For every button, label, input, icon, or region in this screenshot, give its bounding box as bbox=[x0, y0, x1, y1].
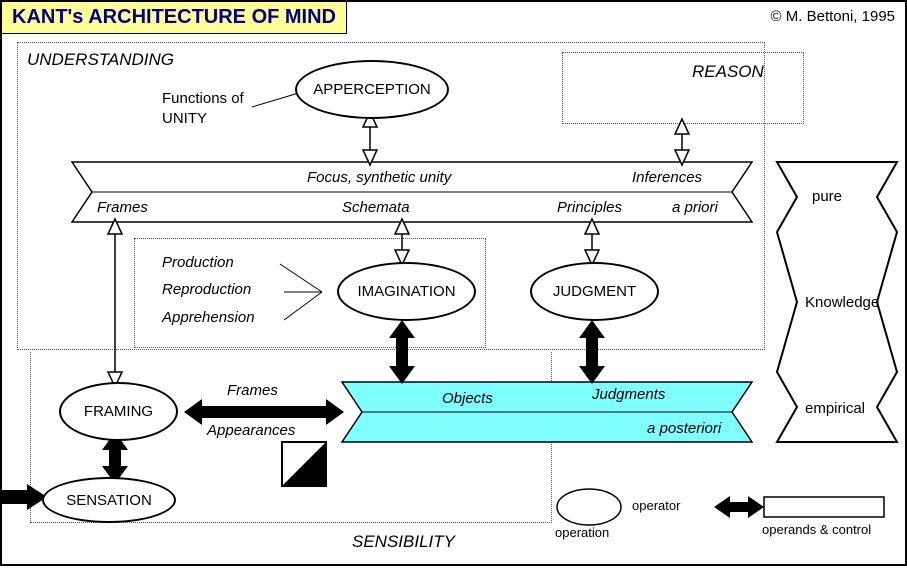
apprehension-label: Apprehension bbox=[162, 309, 255, 326]
schemata-label: Schemata bbox=[342, 199, 410, 216]
inferences-label: Inferences bbox=[632, 169, 702, 186]
production-label: Production bbox=[162, 254, 234, 271]
pure-label: pure bbox=[812, 188, 842, 205]
appearances-label: Appearances bbox=[207, 422, 295, 439]
diagram-title: KANT's ARCHITECTURE OF MIND bbox=[12, 6, 336, 28]
judgments-label: Judgments bbox=[592, 386, 665, 403]
a-posteriori-label: a posteriori bbox=[647, 420, 721, 437]
understanding-label: UNDERSTANDING bbox=[27, 50, 174, 70]
legend-operation: operation bbox=[555, 525, 609, 540]
reproduction-label: Reproduction bbox=[162, 281, 251, 298]
imagination-node: IMAGINATION bbox=[337, 262, 476, 321]
knowledge-label: Knowledge bbox=[805, 294, 879, 311]
principles-label: Principles bbox=[557, 199, 622, 216]
apperception-node: APPERCEPTION bbox=[295, 60, 449, 119]
a-priori-label: a priori bbox=[672, 199, 718, 216]
sensation-label: SENSATION bbox=[66, 492, 152, 509]
empirical-label: empirical bbox=[805, 400, 865, 417]
judgment-node: JUDGMENT bbox=[530, 262, 659, 321]
frames2-label: Frames bbox=[227, 382, 278, 399]
judgment-label: JUDGMENT bbox=[553, 283, 636, 300]
framing-node: FRAMING bbox=[59, 382, 178, 441]
frames-label: Frames bbox=[97, 199, 148, 216]
sensibility-label: SENSIBILITY bbox=[352, 532, 455, 552]
legend-operands: operands & control bbox=[762, 522, 871, 537]
title-bar: KANT's ARCHITECTURE OF MIND bbox=[2, 2, 347, 34]
sensation-node: SENSATION bbox=[42, 477, 176, 523]
functions-unity-2: UNITY bbox=[162, 110, 207, 127]
framing-label: FRAMING bbox=[84, 403, 153, 420]
imagination-label: IMAGINATION bbox=[357, 283, 455, 300]
objects-label: Objects bbox=[442, 390, 493, 407]
copyright: © M. Bettoni, 1995 bbox=[771, 8, 895, 25]
apperception-label: APPERCEPTION bbox=[313, 81, 431, 98]
focus-synthetic-unity: Focus, synthetic unity bbox=[307, 169, 451, 186]
functions-unity-1: Functions of bbox=[162, 90, 244, 107]
reason-label: REASON bbox=[692, 62, 764, 82]
legend-operator: operator bbox=[632, 498, 680, 513]
reason-region bbox=[562, 52, 804, 124]
